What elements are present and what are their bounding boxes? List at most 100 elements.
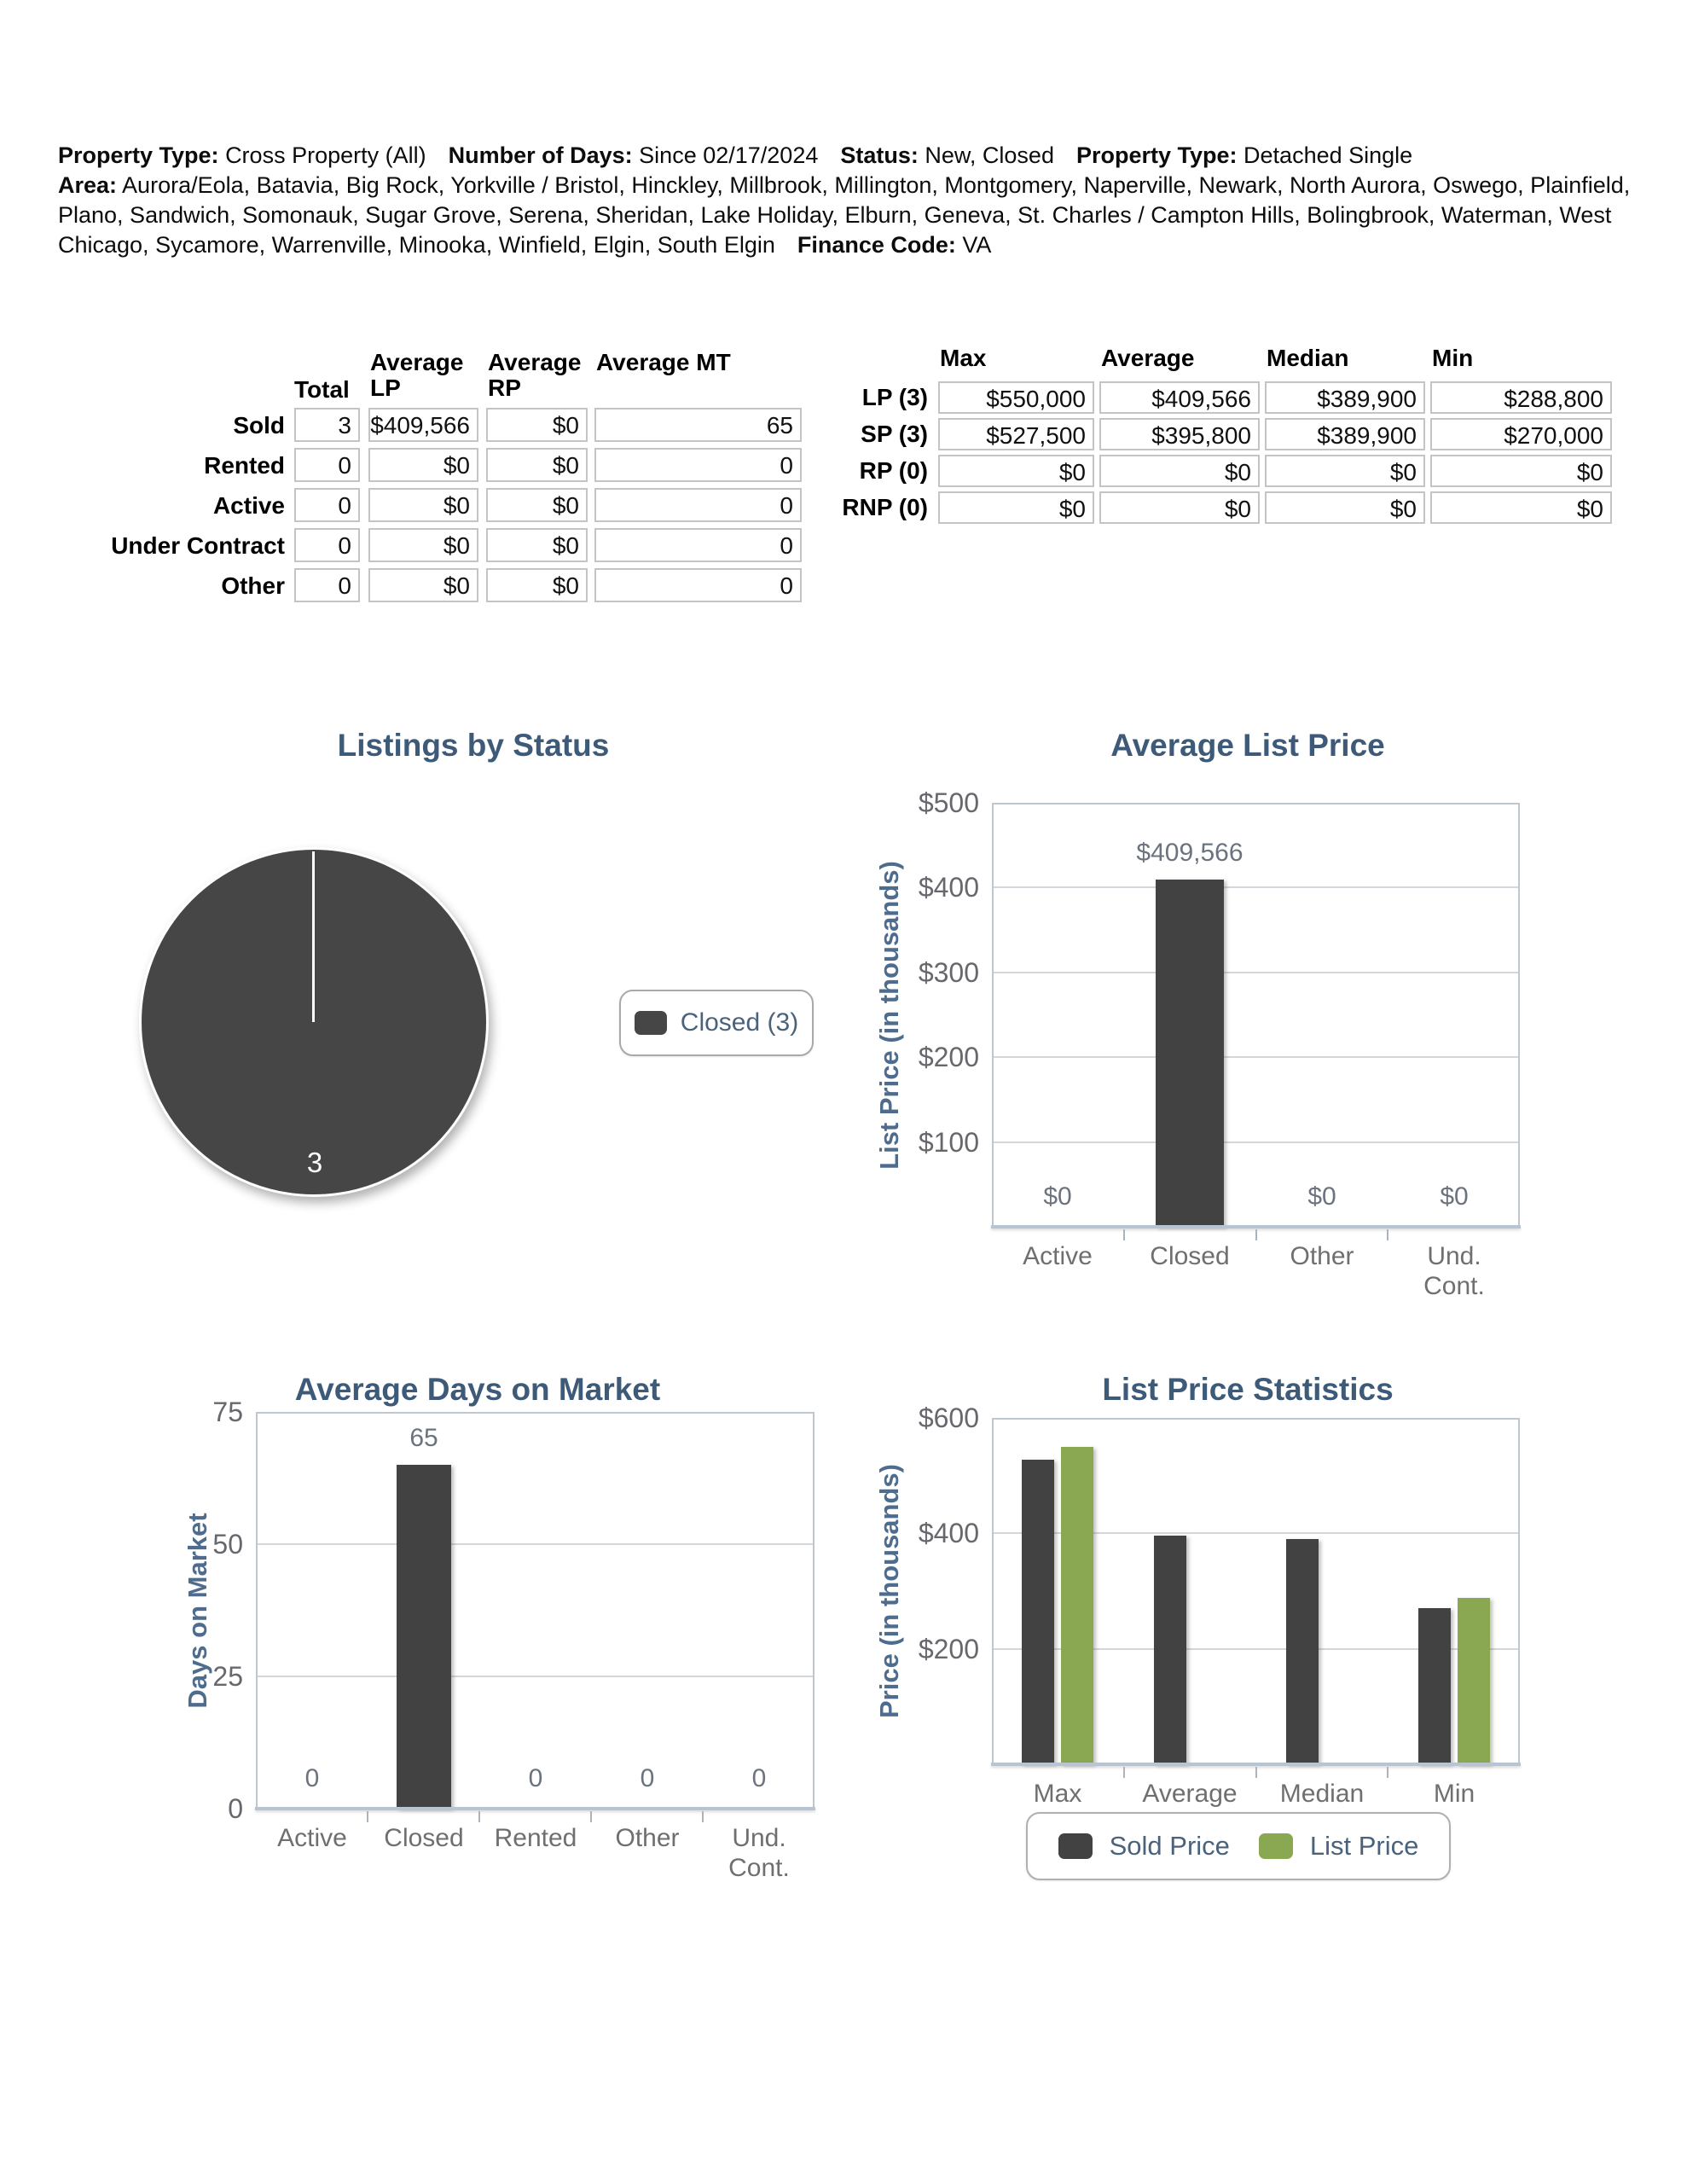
bar-value-label: 0 — [751, 1764, 767, 1792]
price-cell: $270,000 — [1430, 418, 1612, 450]
status-cell: $0 — [368, 528, 478, 562]
price-stats-legend: Sold Price List Price — [1026, 1812, 1451, 1880]
row-label-lp3: LP (3) — [861, 384, 928, 410]
x-axis-tick — [1255, 1229, 1257, 1240]
bar-closed — [397, 1465, 451, 1809]
property-type2-label: Property Type: — [1075, 142, 1238, 168]
x-axis-line — [991, 1225, 1521, 1228]
area-label: Area: — [58, 172, 118, 198]
avg-dom-title: Average Days on Market — [294, 1372, 661, 1407]
y-tick-label: $400 — [918, 872, 979, 903]
status-cell: 0 — [294, 528, 360, 562]
y-tick-label: 25 — [212, 1661, 243, 1692]
column-header-average-lp: Average LP — [370, 349, 464, 401]
status-cell: 65 — [594, 408, 802, 442]
list-price-legend-label: List Price — [1309, 1831, 1419, 1861]
pie-slice-closed — [139, 847, 489, 1197]
x-axis-line — [991, 1763, 1521, 1766]
grid-line — [994, 1648, 1518, 1650]
status-cell: $0 — [486, 448, 588, 482]
bar-list-price-max — [1061, 1447, 1093, 1764]
x-axis-tick — [478, 1811, 480, 1822]
status-cell: $0 — [486, 568, 588, 602]
y-tick-label: $600 — [918, 1403, 979, 1433]
bar-value-label: 65 — [409, 1424, 438, 1452]
avg-list-price-title: Average List Price — [1110, 728, 1385, 763]
grid-line — [258, 1676, 813, 1677]
y-tick-label: $300 — [918, 957, 979, 988]
status-cell: 3 — [294, 408, 360, 442]
column-header-min: Min — [1432, 345, 1474, 371]
y-tick-label: 75 — [212, 1397, 243, 1427]
list-price-stats-y-axis-label: Price (in thousands) — [874, 1464, 904, 1718]
category-label-undcont: Und. Cont. — [728, 1824, 790, 1882]
category-label-average: Average — [1142, 1780, 1238, 1808]
row-label-rp0: RP (0) — [859, 457, 928, 484]
search-criteria-header: Property Type: Cross Property (All) Numbe… — [58, 141, 1638, 260]
row-label-rented: Rented — [204, 452, 285, 479]
x-axis-tick — [1123, 1229, 1125, 1240]
price-cell: $0 — [1430, 491, 1612, 524]
row-label-rnp0: RNP (0) — [842, 494, 928, 520]
list-price-stats-title: List Price Statistics — [1102, 1372, 1394, 1407]
column-header-max: Max — [940, 345, 987, 371]
category-label-min: Min — [1433, 1780, 1475, 1808]
grid-line — [994, 886, 1518, 888]
grid-line — [994, 972, 1518, 973]
bar-value-label: $0 — [1307, 1182, 1336, 1211]
price-cell: $0 — [938, 491, 1094, 524]
bar-value-label: 0 — [528, 1764, 543, 1792]
property-type-value: Cross Property (All) — [225, 142, 426, 168]
bar-value-label: $0 — [1043, 1182, 1072, 1211]
status-cell: $0 — [486, 408, 588, 442]
price-cell: $288,800 — [1430, 381, 1612, 414]
price-cell: $527,500 — [938, 418, 1094, 450]
property-type-label: Property Type: — [58, 142, 219, 168]
price-cell: $0 — [1265, 455, 1425, 487]
price-cell: $0 — [938, 455, 1094, 487]
row-label-active: Active — [212, 492, 285, 519]
status-cell: 0 — [294, 568, 360, 602]
bar-value-label: 0 — [640, 1764, 655, 1792]
price-cell: $0 — [1099, 491, 1260, 524]
column-header-average: Average — [1101, 345, 1195, 371]
closed-legend-swatch — [634, 1011, 667, 1035]
plot-area — [992, 803, 1520, 1227]
column-header-average-rp: Average RP — [488, 349, 582, 401]
x-axis-tick — [1255, 1767, 1257, 1778]
category-label-undcont: Und. Cont. — [1423, 1242, 1485, 1300]
row-label-sold: Sold — [233, 412, 285, 439]
status-cell: $0 — [486, 528, 588, 562]
closed-legend-label: Closed (3) — [680, 1008, 799, 1037]
category-label-active: Active — [277, 1824, 347, 1852]
price-cell: $550,000 — [938, 381, 1094, 414]
pie-chart-title: Listings by Status — [337, 728, 610, 763]
y-tick-label: $100 — [918, 1127, 979, 1158]
grid-line — [994, 1056, 1518, 1058]
y-tick-label: 0 — [228, 1793, 243, 1824]
status-label: Status: — [840, 142, 919, 168]
status-cell: 0 — [294, 488, 360, 522]
y-tick-label: $200 — [918, 1634, 979, 1664]
status-cell: $0 — [368, 488, 478, 522]
finance-code-value: VA — [962, 232, 992, 258]
status-cell: $0 — [368, 448, 478, 482]
status-cell: $0 — [486, 488, 588, 522]
number-of-days-label: Number of Days: — [448, 142, 633, 168]
finance-code-label: Finance Code: — [797, 232, 956, 258]
avg-list-price-y-axis-label: List Price (in thousands) — [874, 861, 904, 1170]
status-cell: 0 — [594, 528, 802, 562]
category-label-closed: Closed — [1150, 1242, 1230, 1270]
y-tick-label: $500 — [918, 787, 979, 818]
y-tick-label: $200 — [918, 1042, 979, 1072]
bar-value-label: 0 — [304, 1764, 320, 1792]
x-axis-tick — [367, 1811, 368, 1822]
list-price-legend-swatch — [1258, 1833, 1293, 1859]
category-label-active: Active — [1023, 1242, 1093, 1270]
column-header-average-mt: Average MT — [596, 349, 731, 375]
column-header-median: Median — [1267, 345, 1349, 371]
y-tick-label: $400 — [918, 1518, 979, 1548]
status-cell: 0 — [594, 448, 802, 482]
category-label-closed: Closed — [384, 1824, 464, 1852]
plot-area — [256, 1412, 815, 1809]
